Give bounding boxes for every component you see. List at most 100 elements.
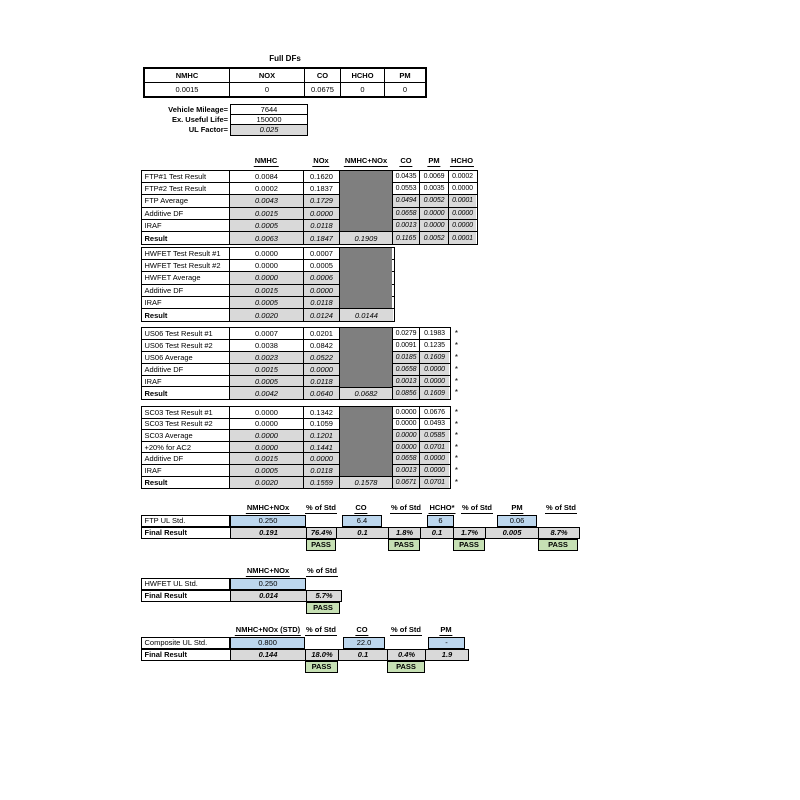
- pass-indicator: PASS: [538, 538, 578, 551]
- table-row: Result 0.0020 0.0124 0.0144: [142, 308, 394, 322]
- asterisk-footnote: *: [454, 442, 458, 452]
- value-cell: 0.0118: [304, 296, 340, 308]
- final-value-cell: 0.1: [421, 527, 454, 538]
- value-cell[interactable]: 0.0007: [230, 328, 304, 339]
- pass-indicator: PASS: [306, 601, 340, 614]
- value-cell[interactable]: 0.1059: [304, 418, 340, 430]
- value-cell[interactable]: 0.0035: [420, 183, 449, 195]
- value-cell[interactable]: 0.0007: [304, 248, 340, 260]
- value-cell[interactable]: 0.0435: [393, 171, 420, 183]
- value-cell[interactable]: 0.0091: [393, 339, 420, 351]
- value-cell[interactable]: 0.1837: [304, 183, 340, 195]
- value-cell[interactable]: 0.0002: [230, 183, 304, 195]
- column-header: % of Std: [390, 503, 422, 514]
- value-cell: 0.0118: [304, 219, 340, 231]
- value-cell[interactable]: 0.0015: [145, 83, 230, 96]
- value-cell[interactable]: 0.1620: [304, 171, 340, 183]
- row-label: US06 Test Result #1: [142, 328, 230, 339]
- ul-factor-label: UL Factor=: [188, 125, 228, 135]
- value-cell: 0.0000: [420, 207, 449, 219]
- value-cell: 0.0494: [393, 195, 420, 207]
- value-cell[interactable]: 0.1342: [304, 407, 340, 418]
- ul-std-value-cell[interactable]: 6: [427, 514, 454, 527]
- value-cell[interactable]: 0.0553: [393, 183, 420, 195]
- value-cell[interactable]: 0.0000: [230, 407, 304, 418]
- row-label: HWFET Average: [142, 272, 230, 284]
- row-label: IRAF: [142, 375, 230, 387]
- value-cell[interactable]: 0.0000: [230, 260, 304, 272]
- final-value-cell: 5.7%: [307, 590, 341, 601]
- column-header: % of Std: [305, 625, 337, 636]
- value-cell[interactable]: 0.0084: [230, 171, 304, 183]
- table-row: US06 Test Result #1 0.0007 0.0201 0.0279 0.1…: [142, 328, 458, 340]
- table-row: Additive DF 0.0015 0.0000 0.0658 0.0000 *: [142, 453, 458, 465]
- value-cell[interactable]: 0.0000: [449, 183, 476, 195]
- asterisk-footnote: *: [454, 431, 458, 441]
- full-dfs-value-row: 0.0015 0 0.0675 0 0: [145, 83, 425, 96]
- value-cell: 0.0682: [340, 387, 393, 400]
- hwfet-results-table: HWFET Test Result #1 0.0000 0.0007 HWFET Te…: [141, 247, 395, 323]
- asterisk-footnote: *: [454, 376, 458, 386]
- table-row: Additive DF 0.0015 0.0000 0.0658 0.0000 0.000…: [142, 207, 477, 220]
- asterisk-footnote: *: [454, 419, 458, 429]
- ul-std-value-cell[interactable]: 22.0: [343, 636, 385, 649]
- value-cell: 0.0015: [230, 207, 304, 219]
- value-cell: 0.0701: [420, 441, 449, 453]
- value-cell[interactable]: 0.0005: [304, 260, 340, 272]
- value-cell[interactable]: 0.0493: [420, 418, 449, 430]
- asterisk-footnote: *: [454, 477, 458, 487]
- value-cell: 0.0020: [230, 308, 304, 322]
- vehicle-mileage-label: Vehicle Mileage=: [168, 105, 228, 115]
- value-cell[interactable]: 0.0842: [304, 339, 340, 351]
- column-header: CO: [355, 625, 369, 636]
- value-cell: 0.1441: [304, 441, 340, 453]
- value-cell: 0.0052: [420, 231, 449, 245]
- ftp-results-table: FTP#1 Test Result 0.0084 0.1620 0.0435 0.006…: [141, 170, 478, 246]
- sc03-results-table: SC03 Test Result #1 0.0000 0.1342 0.0000 0.0…: [141, 406, 458, 490]
- value-cell: 0.0701: [420, 476, 449, 489]
- table-row: FTP#1 Test Result 0.0084 0.1620 0.0435 0.006…: [142, 171, 477, 184]
- value-cell[interactable]: 0.0279: [393, 328, 420, 339]
- column-header: NOX: [230, 69, 305, 82]
- value-cell[interactable]: 0.0000: [230, 418, 304, 430]
- asterisk-footnote: *: [454, 364, 458, 374]
- column-header: CO: [399, 156, 413, 167]
- value-cell[interactable]: 0.0000: [230, 248, 304, 260]
- value-cell[interactable]: 0: [230, 83, 305, 96]
- table-row: US06 Average 0.0023 0.0522 0.0185 0.1609 *: [142, 351, 458, 364]
- value-cell[interactable]: 0: [341, 83, 385, 96]
- value-cell[interactable]: 0.0676: [420, 407, 449, 418]
- ul-std-value-cell[interactable]: 0.800: [230, 636, 305, 649]
- value-cell[interactable]: 0.0069: [420, 171, 449, 183]
- ul-std-value-cell[interactable]: -: [428, 636, 465, 649]
- value-cell[interactable]: 0: [402, 85, 408, 94]
- value-cell[interactable]: 0.1235: [420, 339, 449, 351]
- value-cell[interactable]: 0.0201: [304, 328, 340, 339]
- emissions-column-headers: NMHC NOx NMHC+NOx CO PM HCHO: [0, 156, 800, 168]
- row-label: +20% for AC2: [142, 441, 230, 453]
- value-cell: 0.0000: [304, 207, 340, 219]
- value-cell[interactable]: 0.0000: [393, 418, 420, 430]
- table-row: Additive DF 0.0015 0.0000 0.0658 0.0000 *: [142, 363, 458, 376]
- column-header: % of Std: [545, 503, 577, 514]
- value-cell: 0.0013: [393, 219, 420, 231]
- value-cell: 0.0000: [420, 219, 449, 231]
- value-cell[interactable]: 0.0002: [449, 171, 476, 183]
- value-cell: 0.1909: [340, 231, 393, 245]
- value-cell[interactable]: 0.0000: [393, 407, 420, 418]
- asterisk-footnote: *: [454, 454, 458, 464]
- not-applicable-region: [340, 407, 392, 477]
- value-cell: 0.0585: [420, 430, 449, 441]
- value-cell[interactable]: 0.0675: [305, 83, 341, 96]
- column-header: % of Std: [390, 625, 422, 636]
- not-applicable-region: [340, 328, 392, 388]
- ul-std-value-cell[interactable]: 6.4: [342, 514, 382, 527]
- value-cell: 0.0063: [230, 231, 304, 245]
- value-cell[interactable]: 0.1983: [420, 328, 449, 339]
- final-result-label: Final Result: [142, 527, 231, 538]
- value-cell[interactable]: 0.0038: [230, 339, 304, 351]
- ul-std-value-cell[interactable]: 0.250: [230, 577, 306, 590]
- ul-std-value-cell[interactable]: 0.06: [497, 514, 537, 527]
- column-header: PM: [510, 503, 524, 514]
- ul-std-value-cell[interactable]: 0.250: [230, 514, 306, 527]
